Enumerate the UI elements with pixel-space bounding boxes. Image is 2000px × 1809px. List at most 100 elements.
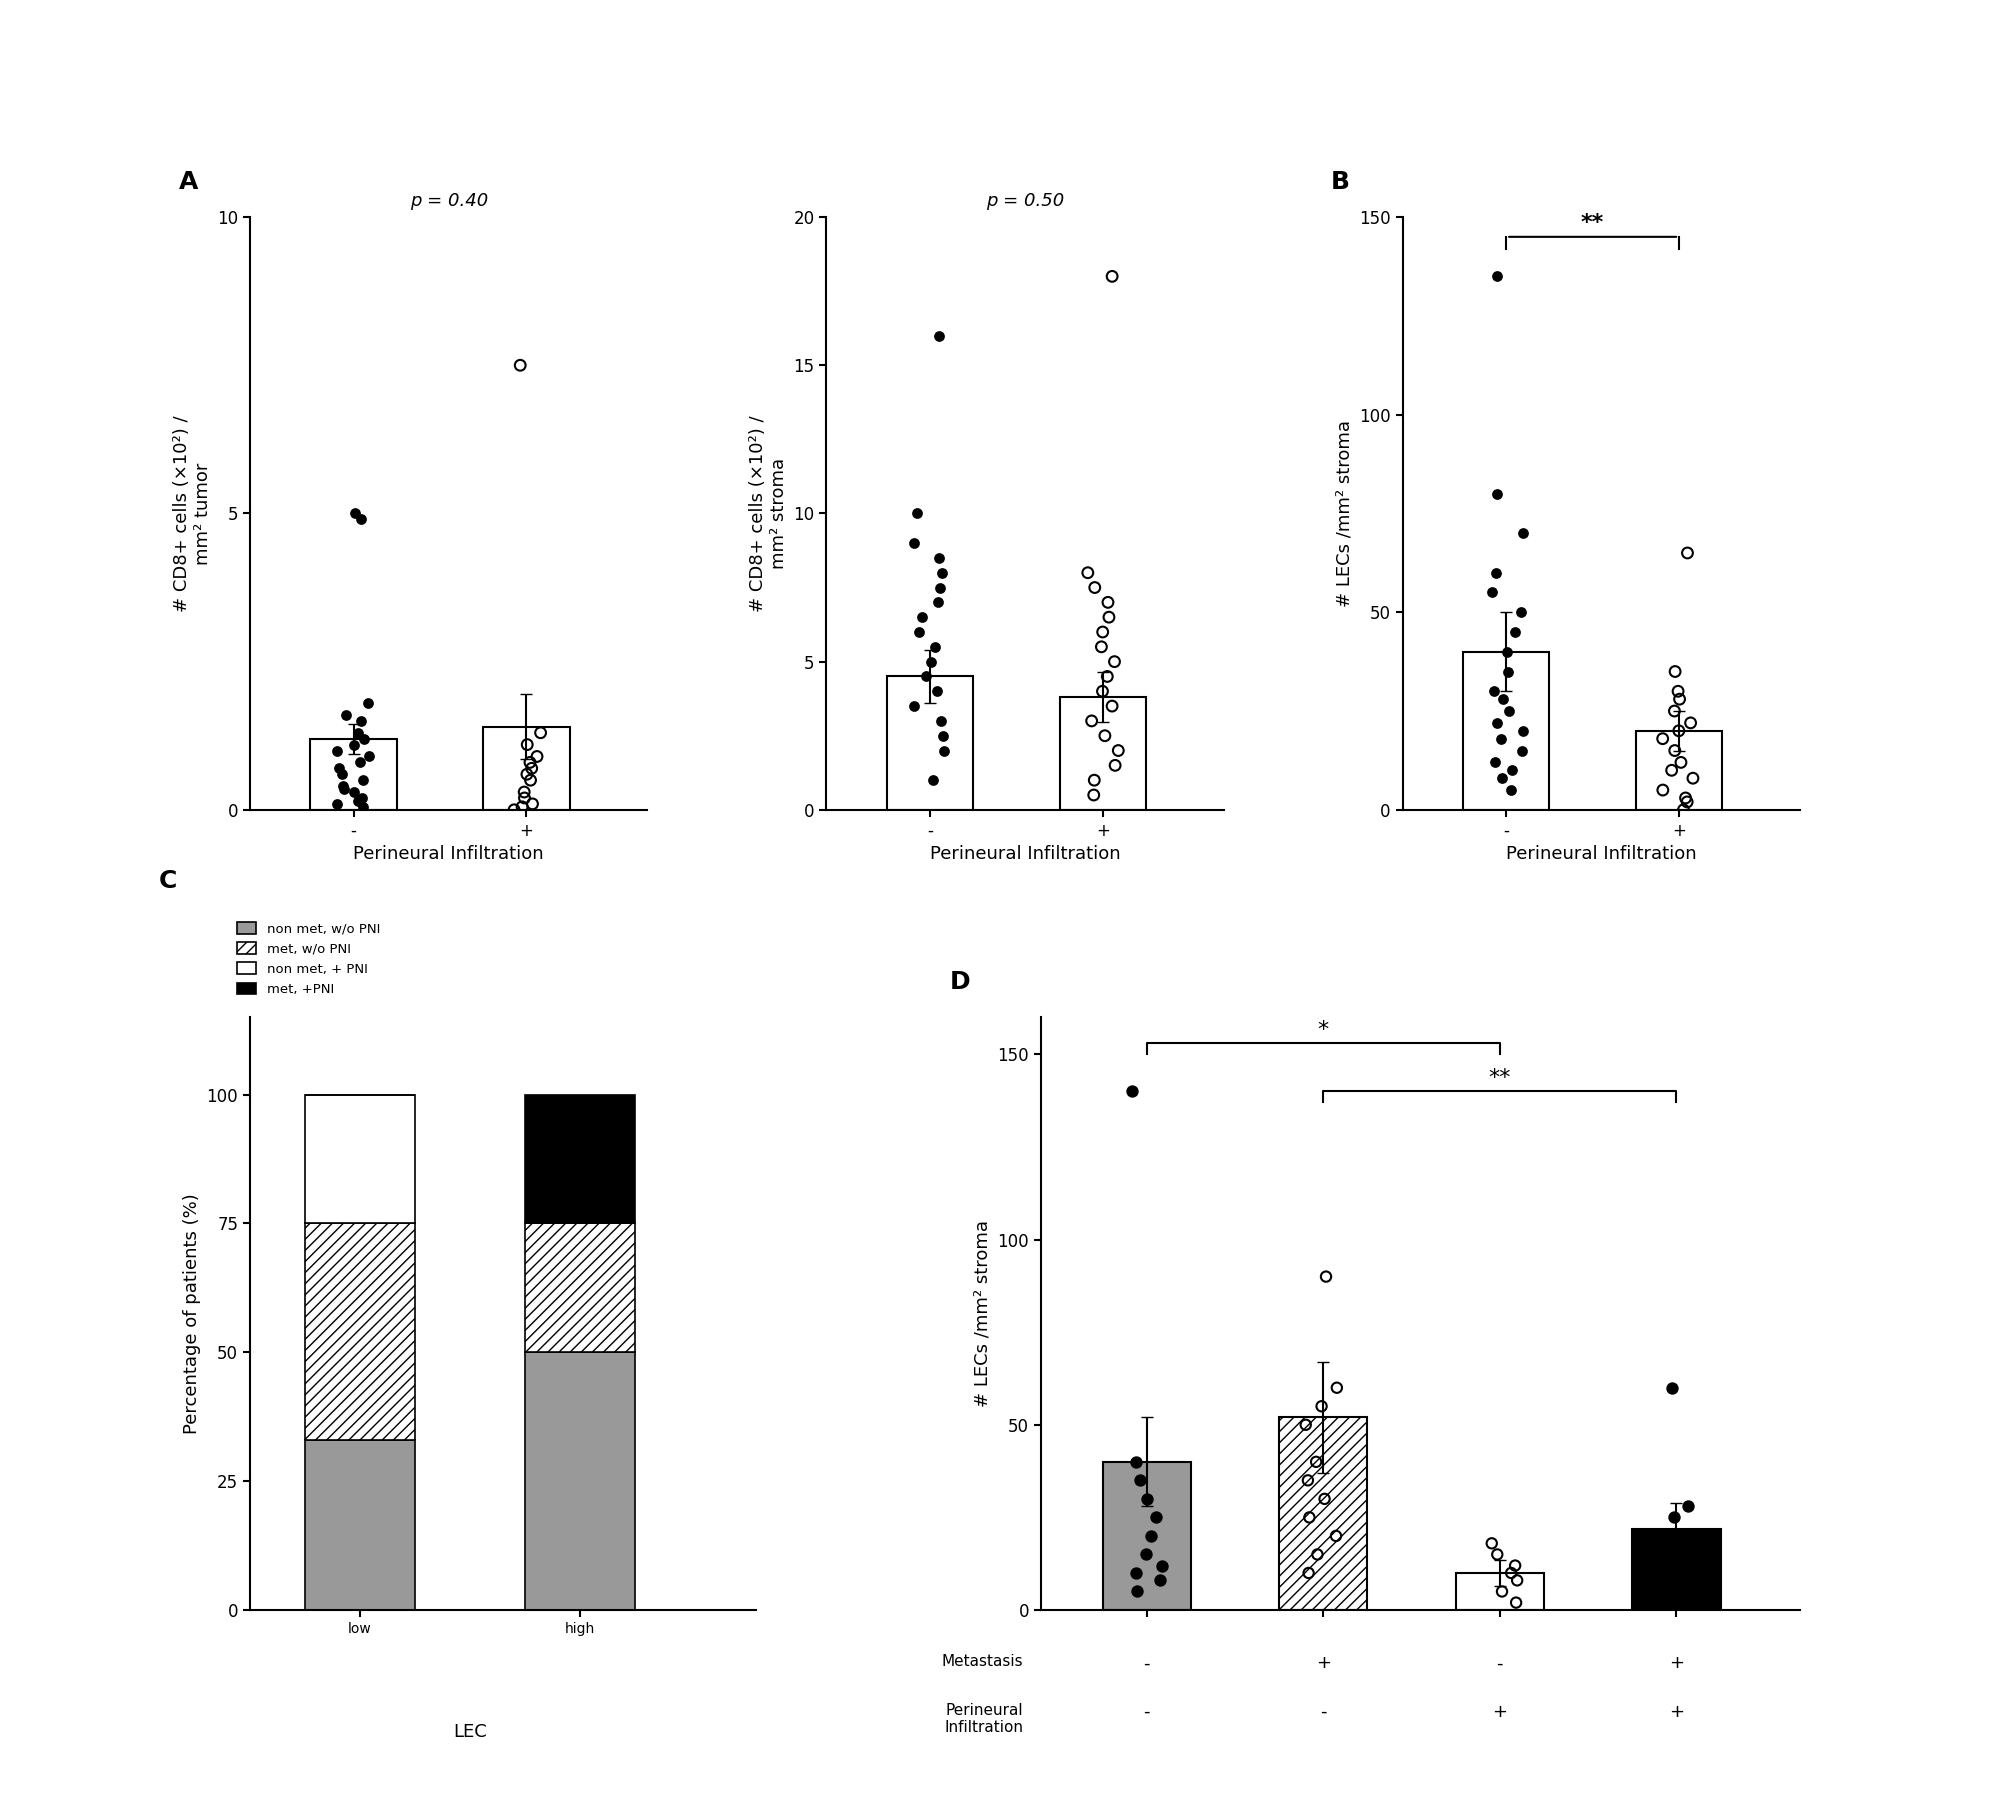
Text: +: +: [1316, 1655, 1330, 1673]
Point: [1116, 1076, 1148, 1105]
Point: [1480, 559, 1512, 588]
Title: p = 0.50: p = 0.50: [986, 192, 1064, 210]
Point: [1120, 1559, 1152, 1588]
Bar: [306, 1440, 416, 1610]
Point: [508, 778, 540, 807]
Point: [1660, 657, 1692, 686]
Text: -: -: [1496, 1655, 1504, 1673]
Point: [1672, 787, 1704, 816]
Point: [1130, 1539, 1162, 1568]
Point: [1476, 579, 1508, 608]
Point: [1672, 539, 1704, 568]
Point: [1308, 1485, 1340, 1514]
Point: [1478, 677, 1510, 706]
Y-axis label: # CD8+ cells (×10²) /
mm² stroma: # CD8+ cells (×10²) / mm² stroma: [748, 414, 788, 611]
Point: [1476, 1529, 1508, 1558]
Point: [512, 731, 544, 760]
Point: [1662, 677, 1694, 706]
Point: [1120, 1447, 1152, 1476]
Point: [522, 742, 554, 771]
Point: [1508, 519, 1540, 548]
Point: [1678, 1521, 1710, 1550]
Point: [328, 774, 360, 803]
Point: [1292, 1465, 1324, 1494]
Point: [1672, 1492, 1704, 1521]
Bar: [886, 677, 974, 810]
Point: [926, 559, 958, 588]
Point: [1496, 1559, 1528, 1588]
Point: [1102, 736, 1134, 765]
Point: [514, 765, 546, 794]
Text: C: C: [158, 868, 178, 894]
Point: [1096, 691, 1128, 720]
Point: [922, 588, 954, 617]
Point: [1674, 709, 1706, 738]
Point: [1482, 709, 1514, 738]
Bar: [1280, 1418, 1368, 1610]
Point: [1092, 662, 1124, 691]
Point: [924, 543, 956, 572]
Point: [1134, 1521, 1166, 1550]
Point: [1490, 637, 1522, 666]
Bar: [484, 727, 570, 810]
Point: [1076, 707, 1108, 736]
Point: [924, 573, 956, 602]
Point: [348, 724, 380, 753]
Point: [1494, 696, 1526, 725]
Point: [1662, 1559, 1694, 1588]
Point: [1310, 1263, 1342, 1292]
Bar: [526, 1094, 636, 1223]
Point: [1096, 262, 1128, 291]
Point: [1658, 1503, 1690, 1532]
Text: -: -: [1320, 1702, 1326, 1720]
Y-axis label: # LECs /mm² stroma: # LECs /mm² stroma: [1336, 420, 1354, 608]
Bar: [1102, 1462, 1190, 1610]
Point: [506, 792, 538, 821]
Point: [1482, 479, 1514, 508]
Point: [1124, 1465, 1156, 1494]
Point: [514, 747, 546, 776]
Text: Metastasis: Metastasis: [942, 1655, 1024, 1670]
Point: [1502, 1567, 1534, 1596]
Text: B: B: [1332, 170, 1350, 194]
Point: [918, 765, 950, 794]
Point: [1086, 677, 1118, 706]
Text: -: -: [1144, 1702, 1150, 1720]
Y-axis label: # LECs /mm² stroma: # LECs /mm² stroma: [974, 1219, 992, 1407]
Point: [1660, 1539, 1692, 1568]
Point: [1506, 736, 1538, 765]
Point: [1500, 1550, 1532, 1579]
Text: D: D: [950, 970, 970, 993]
Point: [1302, 1539, 1334, 1568]
Point: [1098, 648, 1130, 677]
Point: [346, 707, 378, 736]
Point: [1478, 747, 1510, 776]
Point: [924, 707, 956, 736]
Point: [1484, 724, 1516, 753]
Point: [898, 691, 930, 720]
Point: [1492, 657, 1524, 686]
Point: [346, 765, 378, 794]
Point: [1500, 1588, 1532, 1617]
Text: LEC: LEC: [454, 1724, 486, 1742]
Title: p = 0.40: p = 0.40: [410, 192, 488, 210]
Point: [1496, 756, 1528, 785]
Point: [524, 718, 556, 747]
Point: [1648, 1577, 1680, 1606]
Point: [1646, 724, 1678, 753]
Bar: [1456, 1574, 1544, 1610]
Point: [348, 792, 380, 821]
X-axis label: Perineural Infiltration: Perineural Infiltration: [930, 845, 1120, 863]
Point: [900, 499, 932, 528]
Point: [504, 351, 536, 380]
Point: [1658, 696, 1690, 725]
Point: [1664, 1529, 1696, 1558]
Text: **: **: [1488, 1067, 1512, 1087]
Point: [1086, 617, 1118, 646]
Point: [1120, 1577, 1152, 1606]
Point: [1078, 780, 1110, 809]
Point: [342, 718, 374, 747]
Point: [1676, 763, 1708, 792]
Point: [1320, 1521, 1352, 1550]
Point: [920, 633, 952, 662]
